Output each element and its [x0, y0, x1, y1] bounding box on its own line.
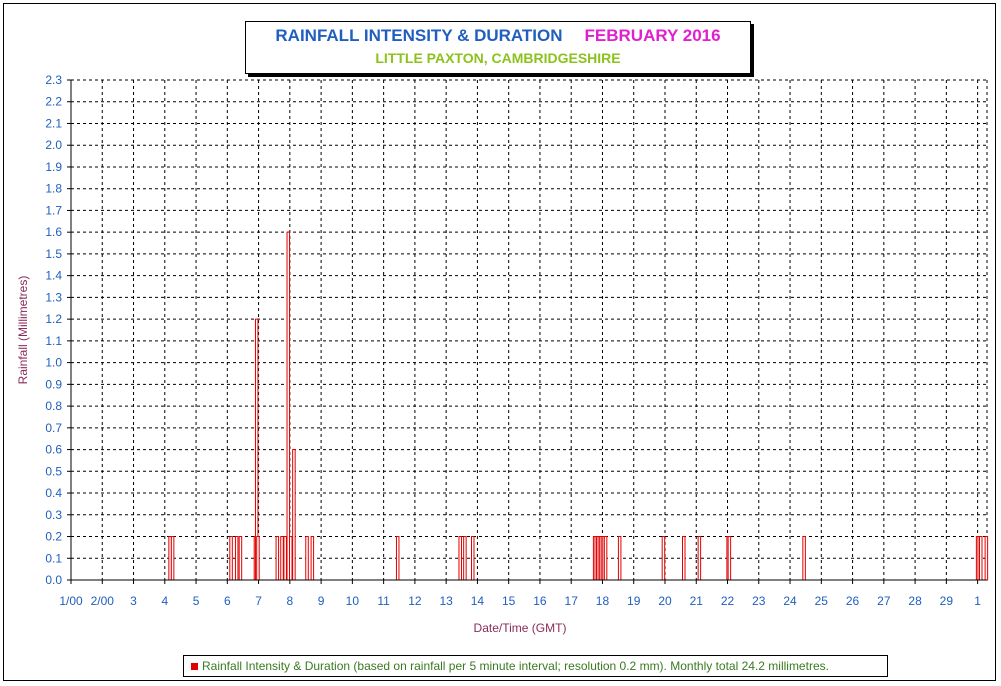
y-tick-label: 2.2	[45, 95, 62, 109]
x-tick-label: 14	[471, 594, 485, 608]
x-tick-label: 8	[286, 594, 293, 608]
x-tick-label: 5	[193, 594, 200, 608]
x-tick-label: 1	[974, 594, 981, 608]
rain-bar	[275, 536, 280, 581]
rain-bar	[292, 449, 296, 581]
x-tick-label: 12	[408, 594, 422, 608]
y-tick-label: 0.4	[45, 486, 62, 500]
rain-bar	[617, 536, 622, 581]
y-tick-label: 1.7	[45, 203, 62, 217]
x-tick-label: 7	[255, 594, 262, 608]
legend: Rainfall Intensity & Duration (based on …	[183, 655, 888, 677]
x-tick-label: 23	[752, 594, 766, 608]
rain-bar	[170, 536, 175, 581]
rain-bar	[229, 536, 233, 581]
rain-bar	[979, 536, 983, 581]
x-tick-label: 9	[318, 594, 325, 608]
rain-bar	[458, 536, 462, 581]
x-tick-labels: 1/00 2/00 3 4 5 6 7 8 9 10 11 12 13 14 15 16 17 18 19 20 21 2…	[59, 594, 981, 608]
rain-bar	[603, 536, 608, 581]
x-tick-label: 17	[565, 594, 579, 608]
x-tick-label: 4	[161, 594, 168, 608]
x-tick-label: 2/00	[91, 594, 115, 608]
x-tick-label: 13	[439, 594, 453, 608]
y-tick-label: 0.9	[45, 377, 62, 391]
y-tick-label: 1.2	[45, 312, 62, 326]
x-tick-label: 25	[815, 594, 829, 608]
x-tick-label: 26	[846, 594, 860, 608]
rain-bar	[286, 231, 291, 581]
rain-bar	[682, 536, 686, 581]
x-axis-title: Date/Time (GMT)	[474, 621, 567, 635]
rain-bar	[305, 536, 309, 581]
axes-layer	[67, 79, 987, 584]
y-tick-label: 0.6	[45, 443, 62, 457]
y-tick-label: 0.3	[45, 508, 62, 522]
rain-bar	[802, 536, 806, 581]
x-tick-label: 6	[224, 594, 231, 608]
x-tick-label: 27	[877, 594, 891, 608]
y-tick-label: 1.3	[45, 290, 62, 304]
y-tick-label: 0.7	[45, 421, 62, 435]
x-tick-label: 16	[533, 594, 547, 608]
rain-bar	[310, 536, 315, 581]
y-tick-label: 0.5	[45, 464, 62, 478]
y-tick-label: 1.6	[45, 225, 62, 239]
chart-title: RAINFALL INTENSITY & DURATION	[275, 26, 563, 45]
legend-swatch	[191, 663, 198, 670]
rain-bar	[984, 536, 989, 581]
rain-bar	[289, 536, 293, 581]
chart-subtitle: LITTLE PAXTON, CAMBRIDGESHIRE	[375, 50, 621, 66]
rain-bar	[395, 536, 400, 581]
x-tick-label: 22	[721, 594, 735, 608]
y-tick-label: 0.0	[45, 573, 62, 587]
x-tick-label: 20	[658, 594, 672, 608]
y-tick-label: 2.1	[45, 116, 62, 130]
x-tick-label: 10	[346, 594, 360, 608]
y-tick-label: 1.4	[45, 269, 62, 283]
x-tick-label: 29	[940, 594, 954, 608]
y-tick-label: 1.5	[45, 247, 62, 261]
rain-bar	[280, 536, 284, 581]
x-tick-label: 11	[377, 594, 390, 608]
rain-bar	[661, 536, 666, 581]
legend-label: Rainfall Intensity & Duration (based on …	[202, 659, 829, 673]
y-tick-label: 0.2	[45, 530, 62, 544]
rain-bar	[697, 536, 702, 581]
x-tick-label: 3	[130, 594, 137, 608]
y-tick-label: 1.9	[45, 160, 62, 174]
rain-bar	[234, 536, 239, 581]
x-tick-label: 21	[690, 594, 704, 608]
x-tick-label: 18	[596, 594, 610, 608]
rain-bar	[727, 536, 732, 581]
y-tick-label: 0.1	[45, 551, 62, 565]
y-tick-label: 0.8	[45, 399, 62, 413]
title-line: RAINFALL INTENSITY & DURATION FEBRUARY 20…	[246, 26, 750, 46]
chart-month: FEBRUARY 2016	[584, 26, 721, 45]
y-axis-title: Rainfall (Millimetres)	[16, 276, 30, 385]
rain-bar	[256, 536, 260, 581]
y-tick-label: 2.0	[45, 138, 62, 152]
x-tick-label: 1/00	[59, 594, 83, 608]
x-tick-label: 19	[627, 594, 641, 608]
y-tick-label: 1.1	[45, 334, 62, 348]
x-tick-label: 28	[908, 594, 922, 608]
x-tick-label: 15	[502, 594, 516, 608]
grid-layer	[71, 79, 988, 580]
rain-bar	[283, 536, 287, 581]
rain-bar	[463, 536, 467, 581]
y-tick-label: 1.8	[45, 182, 62, 196]
y-tick-label: 2.3	[45, 73, 62, 87]
rain-bar	[470, 536, 475, 581]
x-tick-label: 24	[783, 594, 797, 608]
y-tick-label: 1.0	[45, 356, 62, 370]
rain-bar	[238, 536, 243, 581]
title-box: RAINFALL INTENSITY & DURATION FEBRUARY 20…	[245, 21, 751, 74]
y-tick-labels: 0.0 0.1 0.2 0.3 0.4 0.5 0.6 0.7 0.8 0.9 1.0 1.1 1.2 1…	[45, 73, 62, 587]
